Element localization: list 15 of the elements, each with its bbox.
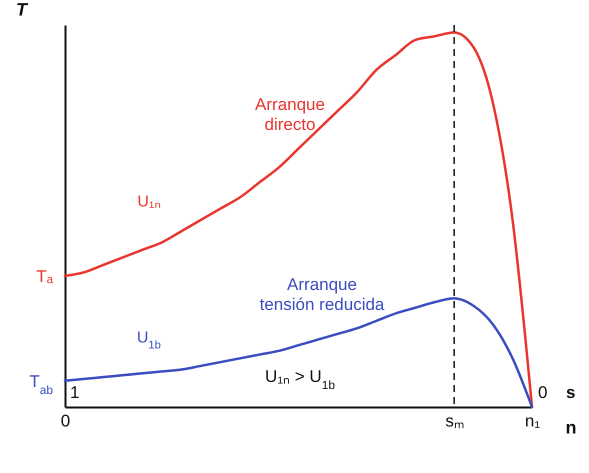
- text: 0: [538, 383, 548, 402]
- annotation: 1: [70, 383, 80, 402]
- x-tick-label: n₁: [524, 412, 540, 430]
- series-label: U₁ₙ: [137, 194, 160, 211]
- text: T$_{ab}$: [29, 372, 54, 397]
- annotation: U₁ₙ > U$_{1b}$: [265, 367, 336, 392]
- text: s: [566, 383, 576, 402]
- x-tick-label: 0: [60, 412, 70, 430]
- text: Tₐ: [36, 267, 54, 286]
- x-tick-label: sₘ: [445, 412, 464, 430]
- x-axis-title: n: [566, 418, 576, 438]
- annotation: Arranque directo: [255, 95, 325, 134]
- y-axis-title: T: [16, 0, 29, 20]
- series-label: U$_{1b}$: [136, 329, 161, 352]
- annotation: Arranque tensión reducida: [260, 275, 385, 314]
